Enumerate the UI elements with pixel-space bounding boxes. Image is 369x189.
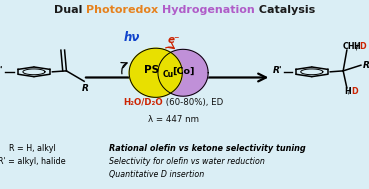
Text: Quantitative D insertion: Quantitative D insertion [109, 170, 204, 179]
Text: Hydrogenation: Hydrogenation [162, 5, 255, 15]
Text: R': R' [0, 66, 4, 75]
Text: hν: hν [124, 31, 140, 44]
Text: R' = alkyl, halide: R' = alkyl, halide [0, 157, 66, 166]
Text: (60-80%), ED: (60-80%), ED [163, 98, 223, 107]
Text: Selectivity for olefin vs water reduction: Selectivity for olefin vs water reductio… [109, 157, 265, 166]
Text: Dual: Dual [54, 5, 86, 15]
Text: [Co]: [Co] [172, 67, 194, 76]
Text: e⁻: e⁻ [167, 35, 180, 45]
Text: R': R' [273, 66, 282, 75]
Polygon shape [158, 49, 208, 96]
Text: D: D [352, 87, 358, 96]
Polygon shape [129, 48, 182, 97]
Text: Catalysis: Catalysis [255, 5, 315, 15]
Text: Cu: Cu [162, 70, 173, 79]
Text: R = H, alkyl: R = H, alkyl [9, 144, 55, 153]
Text: H: H [345, 87, 351, 96]
Text: H: H [353, 42, 359, 51]
Text: /: / [356, 42, 359, 51]
Text: H₂O/D₂O: H₂O/D₂O [124, 98, 163, 107]
Text: /: / [348, 87, 351, 96]
Text: D: D [359, 42, 366, 51]
Text: PS: PS [145, 66, 159, 75]
Text: CH₂: CH₂ [342, 42, 359, 51]
Text: λ = 447 nm: λ = 447 nm [148, 115, 199, 124]
Text: Rational olefin vs ketone selectivity tuning: Rational olefin vs ketone selectivity tu… [109, 144, 306, 153]
Text: Photoredox: Photoredox [86, 5, 158, 15]
Text: R: R [82, 84, 89, 93]
Text: R: R [362, 61, 369, 70]
